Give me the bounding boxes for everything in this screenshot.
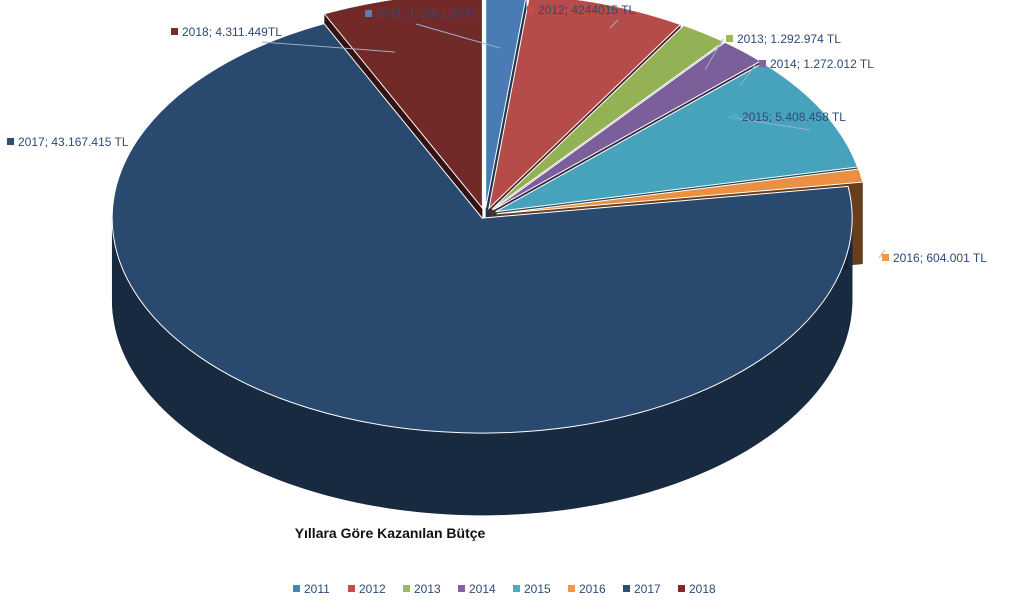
data-label-2017: 2017; 43.167.415 TL xyxy=(18,135,129,149)
legend-label-2016: 2016 xyxy=(579,582,606,596)
data-label-key-2016 xyxy=(882,254,889,261)
legend-swatch-2018 xyxy=(678,585,685,592)
legend: 2011 2012 2013 2014 2015 2016 2017 2018 xyxy=(293,582,716,596)
legend-swatch-2017 xyxy=(623,585,630,592)
legend-label-2015: 2015 xyxy=(524,582,551,596)
legend-label-2018: 2018 xyxy=(689,582,716,596)
legend-swatch-2012 xyxy=(348,585,355,592)
legend-swatch-2016 xyxy=(568,585,575,592)
legend-swatch-2014 xyxy=(458,585,465,592)
legend-label-2017: 2017 xyxy=(634,582,661,596)
data-label-2016: 2016; 604.001 TL xyxy=(893,251,987,265)
legend-swatch-2013 xyxy=(403,585,410,592)
legend-swatch-2015 xyxy=(513,585,520,592)
data-label-2018: 2018; 4.311.449TL xyxy=(182,25,282,39)
data-label-key-2014 xyxy=(759,60,766,67)
data-label-key-2011 xyxy=(365,10,372,17)
legend-label-2014: 2014 xyxy=(469,582,496,596)
data-label-2012: 2012; 4244015 TL xyxy=(538,3,636,17)
data-label-key-2018 xyxy=(171,28,178,35)
legend-label-2013: 2013 xyxy=(414,582,441,596)
data-label-2014: 2014; 1.272.012 TL xyxy=(770,57,874,71)
legend-swatch-2011 xyxy=(293,585,300,592)
data-label-2011: 2011; 1.079.107 TL xyxy=(376,7,479,21)
data-label-key-2015 xyxy=(731,113,738,120)
data-label-2013: 2013; 1.292.974 TL xyxy=(737,32,841,46)
chart-title: Yıllara Göre Kazanılan Bütçe xyxy=(295,525,486,541)
data-label-key-2012 xyxy=(527,6,534,13)
legend-label-2011: 2011 xyxy=(304,582,330,596)
data-label-key-2017 xyxy=(7,138,14,145)
legend-label-2012: 2012 xyxy=(359,582,386,596)
data-label-key-2013 xyxy=(726,35,733,42)
data-label-2015: 2015; 5.408.458 TL xyxy=(742,110,846,124)
